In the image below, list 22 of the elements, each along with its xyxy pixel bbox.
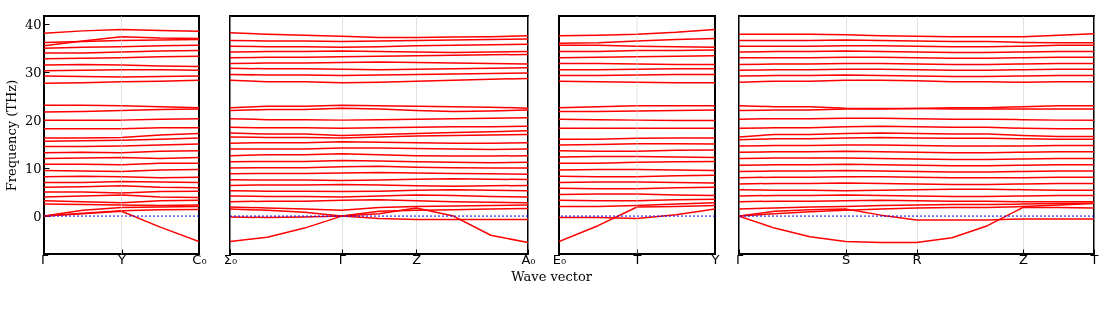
y-tick-label: 0 — [33, 208, 42, 224]
x-tick-label: T — [632, 251, 642, 267]
x-tick-label: Σ₀ — [223, 251, 238, 267]
x-tick-label: Z — [412, 251, 422, 267]
x-tick-label: Γ — [40, 251, 49, 267]
y-tick-label: 30 — [24, 64, 42, 80]
y-tick-label: 40 — [24, 16, 42, 32]
y-tick-label: 10 — [24, 160, 42, 176]
x-tick-label: Y — [117, 251, 127, 267]
x-tick-label: A₀ — [521, 251, 536, 267]
x-tick-label: Γ — [735, 251, 744, 267]
x-tick-label: E₀ — [552, 251, 567, 267]
x-tick-label: T — [1089, 251, 1099, 267]
x-tick-label: Γ — [338, 251, 347, 267]
x-axis-title: Wave vector — [511, 269, 593, 284]
y-axis-title: Frequency (THz) — [3, 79, 19, 192]
x-tick-label: Y — [710, 251, 720, 267]
x-tick-label: R — [912, 251, 922, 267]
x-tick-label: C₀ — [192, 251, 207, 267]
x-tick-label: S — [841, 251, 851, 267]
x-tick-label: Z — [1019, 251, 1029, 267]
y-tick-label: 20 — [24, 112, 42, 128]
